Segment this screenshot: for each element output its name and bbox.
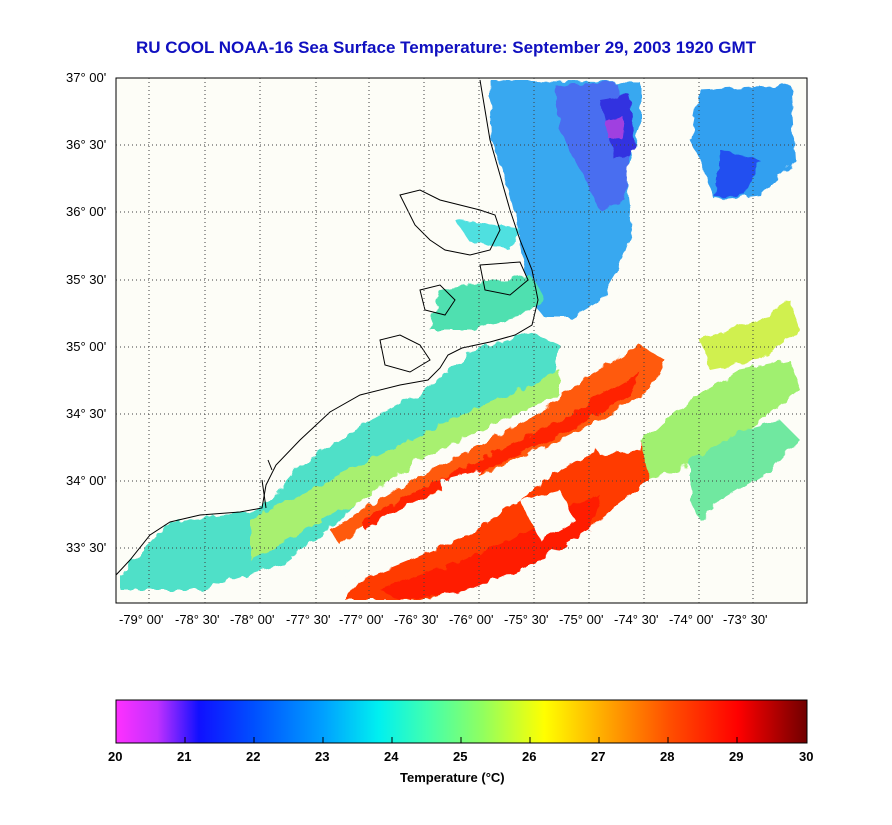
cloud-gap-3 xyxy=(590,420,640,455)
lat-label-36-30: 36° 30' xyxy=(66,137,107,152)
colorbar-tick-22: 22 xyxy=(246,749,261,764)
colorbar-tick-30: 30 xyxy=(799,749,814,764)
colorbar-tick-29: 29 xyxy=(729,749,744,764)
lon-label-79-00: -79° 00' xyxy=(119,612,164,627)
lon-label-76-30: -76° 30' xyxy=(394,612,439,627)
lon-label-76-00: -76° 00' xyxy=(449,612,494,627)
lon-label-74-30: -74° 30' xyxy=(614,612,659,627)
sst-shelf-break xyxy=(250,370,560,560)
colorbar xyxy=(115,699,808,744)
sst-north-violet xyxy=(605,118,625,140)
colorbar-tick-27: 27 xyxy=(591,749,606,764)
sst-offshore-green xyxy=(640,360,800,480)
colorbar-tick-20: 20 xyxy=(108,749,123,764)
sst-shelf xyxy=(120,332,560,590)
lon-label-78-30: -78° 30' xyxy=(175,612,220,627)
lat-label-33-30: 33° 30' xyxy=(66,540,107,555)
sst-gulf-stream-south xyxy=(345,440,660,600)
sst-data-layer xyxy=(120,80,800,600)
lat-label-36-00: 36° 00' xyxy=(66,204,107,219)
cloud-gap-4 xyxy=(290,545,350,595)
sst-offshore-yellow xyxy=(700,300,800,370)
lon-label-73-30: -73° 30' xyxy=(723,612,768,627)
sst-sound-patch xyxy=(455,220,520,250)
lon-label-77-00: -77° 00' xyxy=(339,612,384,627)
colorbar-ticks xyxy=(115,737,808,743)
lat-label-37-00: 37° 00' xyxy=(66,70,107,85)
colorbar-tick-26: 26 xyxy=(522,749,537,764)
colorbar-tick-28: 28 xyxy=(660,749,675,764)
map-title: RU COOL NOAA-16 Sea Surface Temperature:… xyxy=(135,38,757,57)
sst-onslow-north xyxy=(430,275,545,330)
lat-label-34-00: 34° 00' xyxy=(66,473,107,488)
sst-gulf-stream-warm xyxy=(360,372,640,530)
lon-label-77-30: -77° 30' xyxy=(286,612,331,627)
lat-label-34-30: 34° 30' xyxy=(66,406,107,421)
colorbar-tick-23: 23 xyxy=(315,749,330,764)
sst-northeast xyxy=(690,85,795,200)
colorbar-tick-21: 21 xyxy=(177,749,192,764)
cloud-gap-1 xyxy=(440,470,480,505)
lon-label-78-00: -78° 00' xyxy=(230,612,275,627)
lon-label-75-00: -75° 00' xyxy=(559,612,604,627)
sst-northeast-blue xyxy=(715,150,760,198)
lon-label-75-30: -75° 30' xyxy=(504,612,549,627)
lat-label-35-30: 35° 30' xyxy=(66,272,107,287)
colorbar-label: Temperature (°C) xyxy=(400,770,505,785)
colorbar-tick-24: 24 xyxy=(384,749,399,764)
lat-label-35-00: 35° 00' xyxy=(66,339,107,354)
colorbar-tick-25: 25 xyxy=(453,749,468,764)
sst-offshore-cyan xyxy=(690,420,800,520)
lon-label-74-00: -74° 00' xyxy=(669,612,714,627)
